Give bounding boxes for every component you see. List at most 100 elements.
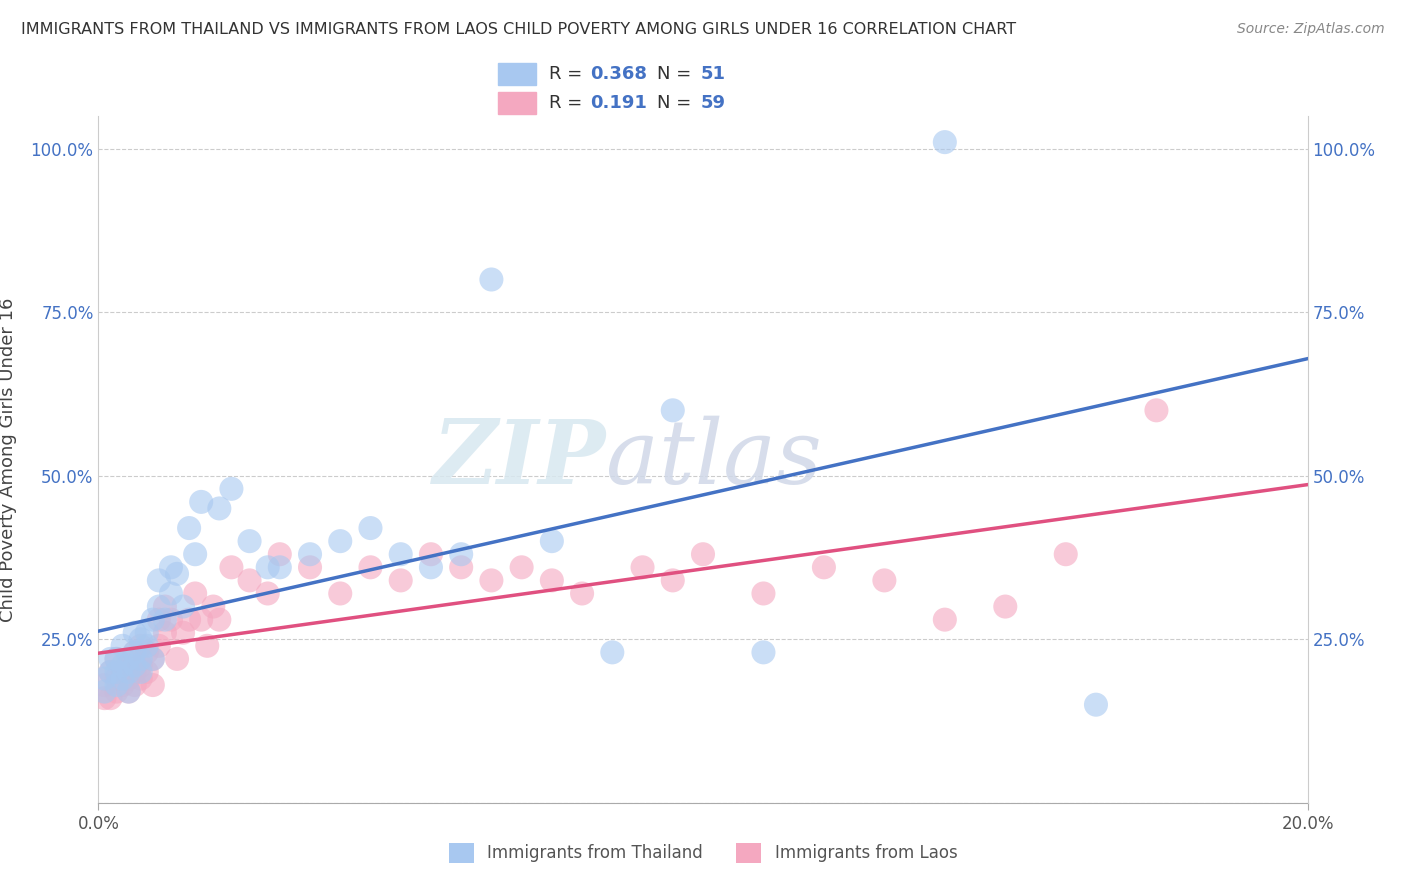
Point (179, 613, 201, 627)
Point (100, 665, 122, 679)
Point (269, 560, 291, 574)
Point (124, 658, 146, 673)
Point (329, 586, 352, 600)
Point (692, 547, 714, 561)
Point (100, 665, 122, 679)
Text: 51: 51 (700, 65, 725, 83)
Point (420, 560, 443, 574)
Point (93, 684, 115, 698)
Legend: Immigrants from Thailand, Immigrants from Laos: Immigrants from Thailand, Immigrants fro… (449, 843, 957, 863)
Y-axis label: Child Poverty Among Girls Under 16: Child Poverty Among Girls Under 16 (0, 297, 17, 622)
Point (160, 613, 183, 627)
Point (111, 672, 134, 686)
Point (160, 560, 183, 574)
Point (124, 645, 146, 659)
Point (105, 652, 128, 666)
Point (221, 482, 243, 496)
Point (450, 560, 472, 574)
Point (661, 403, 683, 417)
Point (208, 613, 231, 627)
Point (239, 534, 262, 549)
Point (179, 521, 201, 535)
Point (142, 652, 165, 666)
Point (172, 599, 194, 614)
Point (105, 684, 128, 698)
Point (221, 560, 243, 574)
Point (148, 599, 170, 614)
Point (184, 586, 207, 600)
Text: ZIP: ZIP (433, 417, 606, 502)
Point (752, 645, 775, 659)
Point (195, 639, 218, 653)
Point (105, 665, 128, 679)
Point (153, 625, 176, 640)
Point (661, 574, 683, 588)
Point (934, 613, 956, 627)
Point (1085, 698, 1108, 712)
Point (1054, 547, 1077, 561)
Point (129, 672, 152, 686)
Point (329, 534, 352, 549)
Point (142, 613, 165, 627)
Point (190, 495, 212, 509)
Point (389, 547, 412, 561)
Point (481, 272, 503, 286)
Point (129, 639, 152, 653)
Point (118, 665, 141, 679)
Point (540, 574, 562, 588)
Point (813, 560, 835, 574)
Point (631, 560, 654, 574)
Point (118, 658, 141, 673)
Point (124, 665, 146, 679)
Bar (498, 62, 536, 85)
Point (129, 665, 152, 679)
Point (129, 658, 152, 673)
Text: atlas: atlas (606, 416, 823, 503)
Point (571, 586, 593, 600)
Point (540, 534, 562, 549)
Point (105, 652, 128, 666)
Point (135, 645, 157, 659)
Point (105, 678, 128, 692)
Point (111, 639, 134, 653)
Text: N =: N = (657, 65, 696, 83)
Point (208, 501, 231, 516)
Point (93, 691, 115, 706)
Point (111, 658, 134, 673)
Point (752, 586, 775, 600)
Point (105, 672, 128, 686)
Point (129, 632, 152, 647)
Point (142, 678, 165, 692)
Point (124, 678, 146, 692)
Point (129, 652, 152, 666)
Text: 0.368: 0.368 (591, 65, 647, 83)
Point (299, 547, 322, 561)
Point (148, 574, 170, 588)
Point (299, 560, 322, 574)
Point (360, 521, 382, 535)
Point (202, 599, 225, 614)
Text: 59: 59 (700, 94, 725, 112)
Point (190, 613, 212, 627)
Point (135, 665, 157, 679)
Point (510, 560, 533, 574)
Text: 0.191: 0.191 (591, 94, 647, 112)
Point (111, 665, 134, 679)
Point (239, 574, 262, 588)
Point (934, 135, 956, 149)
Point (93, 672, 115, 686)
Point (124, 625, 146, 640)
Point (111, 678, 134, 692)
Point (153, 599, 176, 614)
Point (184, 547, 207, 561)
Point (1144, 403, 1167, 417)
Text: R =: R = (548, 65, 588, 83)
Point (100, 652, 122, 666)
Point (873, 574, 896, 588)
Text: R =: R = (548, 94, 588, 112)
Point (269, 547, 291, 561)
Point (93, 678, 115, 692)
Point (166, 652, 188, 666)
Point (172, 625, 194, 640)
Point (118, 684, 141, 698)
